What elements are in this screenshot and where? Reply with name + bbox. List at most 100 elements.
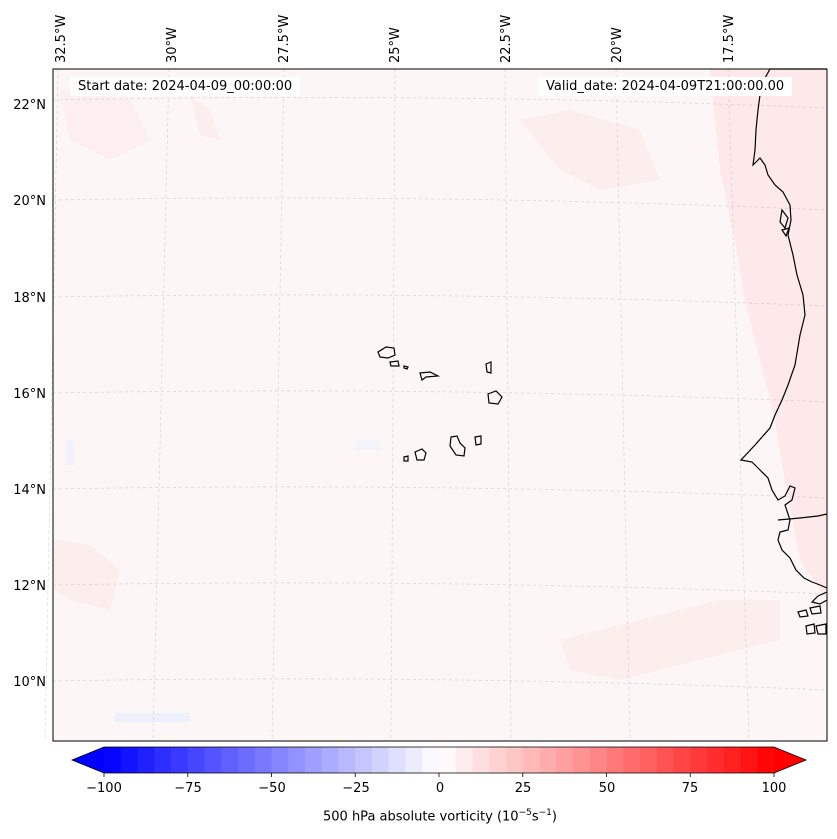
negative-vorticity-patch: [66, 440, 74, 465]
gridlines: [44, 68, 828, 742]
lon-gridline: [504, 68, 512, 742]
coast-inlet: [779, 208, 789, 230]
guinea-coast: [810, 591, 828, 605]
africa-coastline: [739, 68, 828, 589]
colorbar-segment: [439, 747, 457, 773]
island-santa-luzia: [403, 365, 409, 370]
lat-label: 22°N: [13, 98, 46, 113]
lat-gridline: [52, 390, 828, 403]
colorbar-tick-label: 100: [761, 781, 787, 796]
positive-vorticity-patch: [560, 600, 780, 680]
colorbar-segment: [556, 747, 574, 773]
island-santiago: [449, 435, 466, 457]
colorbar-segment: [355, 747, 373, 773]
bissagos-island: [797, 609, 809, 618]
lon-label: 25°W: [388, 27, 403, 63]
negative-vorticity-patch: [115, 713, 190, 722]
negative-vorticity-patch: [356, 440, 380, 450]
island-fogo: [414, 448, 427, 461]
colorbar-label: 500 hPa absolute vorticity (10−5s−1): [323, 808, 557, 825]
positive-vorticity-patch: [190, 95, 220, 140]
lat-gridline: [52, 678, 828, 691]
start-date-label: Start date: 2024-04-09_00:00:00: [70, 77, 301, 96]
lon-label: 20°W: [610, 27, 625, 63]
colorbar-segment: [757, 747, 775, 773]
colorbar-segment: [690, 747, 708, 773]
lat-gridline: [52, 197, 828, 211]
colorbar-segment: [455, 747, 473, 773]
colorbar: [70, 746, 808, 777]
colorbar-tick-label: −25: [342, 781, 370, 796]
island-sao-vicente: [389, 360, 400, 367]
lon-gridline: [615, 68, 631, 742]
positive-vorticity-patch: [710, 69, 827, 600]
map-frame: [52, 68, 828, 742]
lon-label: 17.5°W: [722, 14, 737, 63]
colorbar-tick-label: −100: [86, 781, 122, 796]
colorbar-segment: [489, 747, 507, 773]
colorbar-segment: [656, 747, 674, 773]
colorbar-segment: [606, 747, 624, 773]
coastline: [739, 68, 828, 635]
colorbar-segment: [137, 747, 155, 773]
colorbar-segment: [422, 747, 440, 773]
lat-gridline: [52, 294, 828, 307]
colorbar-tick-label: −75: [174, 781, 202, 796]
colorbar-segment: [472, 747, 490, 773]
lon-gridline: [152, 68, 170, 742]
lon-label: 30°W: [165, 27, 180, 63]
lat-label: 14°N: [13, 483, 46, 498]
colorbar-segment: [506, 747, 524, 773]
colorbar-segment: [120, 747, 138, 773]
lon-gridline: [44, 68, 59, 742]
cape-verde-islands: [377, 346, 503, 462]
colorbar-segment: [305, 747, 323, 773]
colorbar-segment: [338, 747, 356, 773]
island-maio: [474, 435, 482, 446]
colorbar-segment: [321, 747, 339, 773]
gambia-estuary: [777, 513, 828, 521]
lon-gridline: [271, 68, 285, 742]
lon-label: 22.5°W: [499, 14, 514, 63]
colorbar-segment: [673, 747, 691, 773]
positive-vorticity-patch: [60, 90, 150, 160]
colorbar-segment: [522, 747, 540, 773]
positive-vorticity-patch: [520, 110, 660, 190]
colorbar-segment: [388, 747, 406, 773]
colorbar-segment: [271, 747, 289, 773]
colorbar-tick-label: 25: [514, 781, 532, 796]
colorbar-tick-label: −50: [258, 781, 286, 796]
island-sal: [485, 361, 492, 374]
island-sao-nicolau: [419, 371, 441, 382]
colorbar-tick-label: 75: [681, 781, 699, 796]
colorbar-tick-label: 50: [598, 781, 616, 796]
colorbar-segment: [539, 747, 557, 773]
lon-gridline: [390, 68, 396, 742]
colorbar-segment: [405, 747, 423, 773]
island-brava: [403, 455, 409, 462]
colorbar-segment: [221, 747, 239, 773]
lat-label: 20°N: [13, 194, 46, 209]
colorbar-segment: [372, 747, 390, 773]
lon-label: 32.5°W: [54, 14, 69, 63]
colorbar-segment: [171, 747, 189, 773]
colorbar-segment: [254, 747, 272, 773]
colorbar-segment: [104, 747, 122, 773]
colorbar-extend-max: [774, 747, 806, 773]
colorbar-segment: [740, 747, 758, 773]
colorbar-segment: [154, 747, 172, 773]
colorbar-segment: [238, 747, 256, 773]
colorbar-segment: [623, 747, 641, 773]
island-boa-vista: [487, 390, 503, 405]
colorbar-segment: [573, 747, 591, 773]
lat-label: 16°N: [13, 387, 46, 402]
colorbar-segment: [640, 747, 658, 773]
vorticity-field: [53, 69, 827, 722]
lat-label: 12°N: [13, 579, 46, 594]
bissagos-island: [809, 605, 822, 615]
lat-label: 10°N: [13, 675, 46, 690]
colorbar-extend-min: [72, 747, 104, 773]
colorbar-tick-label: 0: [435, 781, 445, 796]
colorbar-segment: [288, 747, 306, 773]
